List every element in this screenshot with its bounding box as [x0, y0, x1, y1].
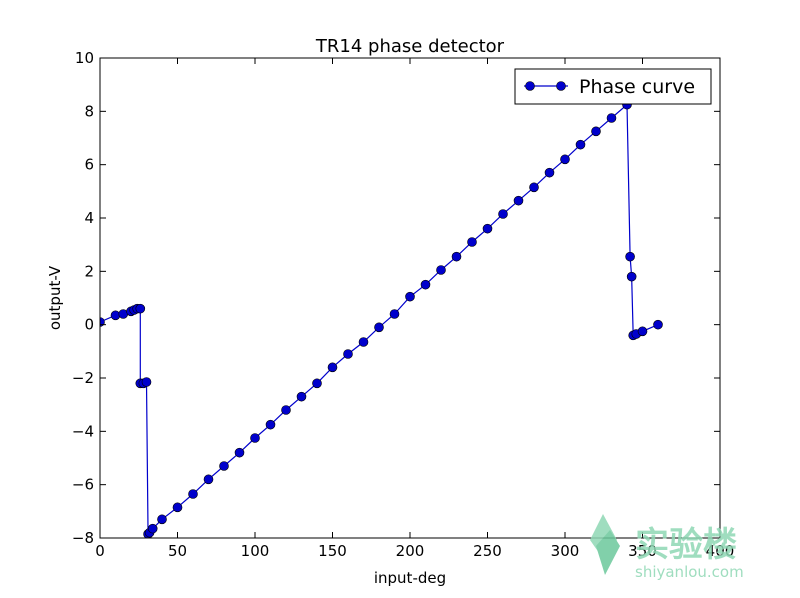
y-tick-label: 8: [84, 102, 94, 120]
watermark-logo-text: 实验楼: [635, 525, 737, 565]
data-point: [389, 309, 400, 319]
data-point: [188, 489, 198, 499]
y-axis-label: output-V: [46, 265, 64, 330]
data-point: [575, 139, 586, 150]
data-point: [343, 349, 353, 359]
x-tick-label: 50: [168, 542, 187, 560]
watermark-site-text: shiyanlou.com: [635, 563, 744, 581]
data-point: [219, 461, 229, 471]
data-point: [312, 378, 322, 389]
data-point: [529, 182, 539, 193]
y-tick-label: −4: [72, 422, 94, 440]
data-point: [606, 113, 617, 123]
y-tick-label: 6: [84, 156, 94, 174]
x-tick-label: 400: [706, 542, 735, 560]
y-tick-label: 10: [75, 49, 94, 67]
data-point: [172, 502, 183, 513]
data-point: [626, 271, 637, 282]
y-tick-label: 2: [84, 262, 94, 280]
data-point: [451, 251, 462, 262]
data-point: [420, 279, 431, 290]
data-point: [250, 433, 260, 443]
data-point: [327, 362, 338, 373]
data-point: [147, 523, 158, 534]
y-tick-label: 0: [84, 316, 94, 334]
x-axis-label: input-deg: [374, 569, 446, 587]
data-point: [482, 223, 493, 234]
chart-title: TR14 phase detector: [315, 36, 505, 57]
x-tick-label: 0: [95, 542, 105, 560]
data-point: [591, 126, 601, 137]
data-point: [203, 474, 214, 485]
legend-entry-label: Phase curve: [579, 76, 695, 98]
y-tick-label: −2: [72, 369, 94, 387]
data-point: [498, 209, 508, 219]
x-tick-label: 350: [628, 542, 657, 560]
data-point: [653, 319, 663, 330]
data-point: [234, 447, 245, 458]
data-point: [560, 154, 570, 165]
data-point: [625, 251, 635, 262]
data-point: [513, 195, 524, 206]
data-point: [135, 303, 146, 314]
x-tick-label: 100: [241, 542, 270, 560]
data-point: [157, 514, 167, 525]
data-point: [358, 337, 369, 347]
legend-marker: [525, 81, 535, 91]
x-tick-label: 200: [396, 542, 425, 560]
data-point: [467, 237, 477, 247]
data-point: [544, 167, 555, 178]
data-point: [141, 377, 152, 387]
data-point: [436, 265, 446, 275]
x-tick-label: 250: [473, 542, 502, 560]
legend: Phase curve: [514, 68, 712, 105]
data-point: [281, 405, 291, 415]
data-point: [637, 326, 648, 337]
x-tick-label: 300: [551, 542, 580, 560]
y-tick-label: −8: [72, 529, 94, 547]
x-tick-label: 150: [318, 542, 347, 560]
data-point: [374, 322, 384, 333]
data-point: [296, 391, 307, 402]
legend-marker: [556, 81, 566, 91]
y-tick-label: 4: [84, 209, 94, 227]
y-tick-label: −6: [72, 476, 94, 494]
data-point: [405, 291, 415, 302]
watermark: 实验楼 shiyanlou.com: [590, 514, 744, 581]
watermark-logo-icon: [590, 514, 620, 575]
data-point: [265, 419, 276, 430]
